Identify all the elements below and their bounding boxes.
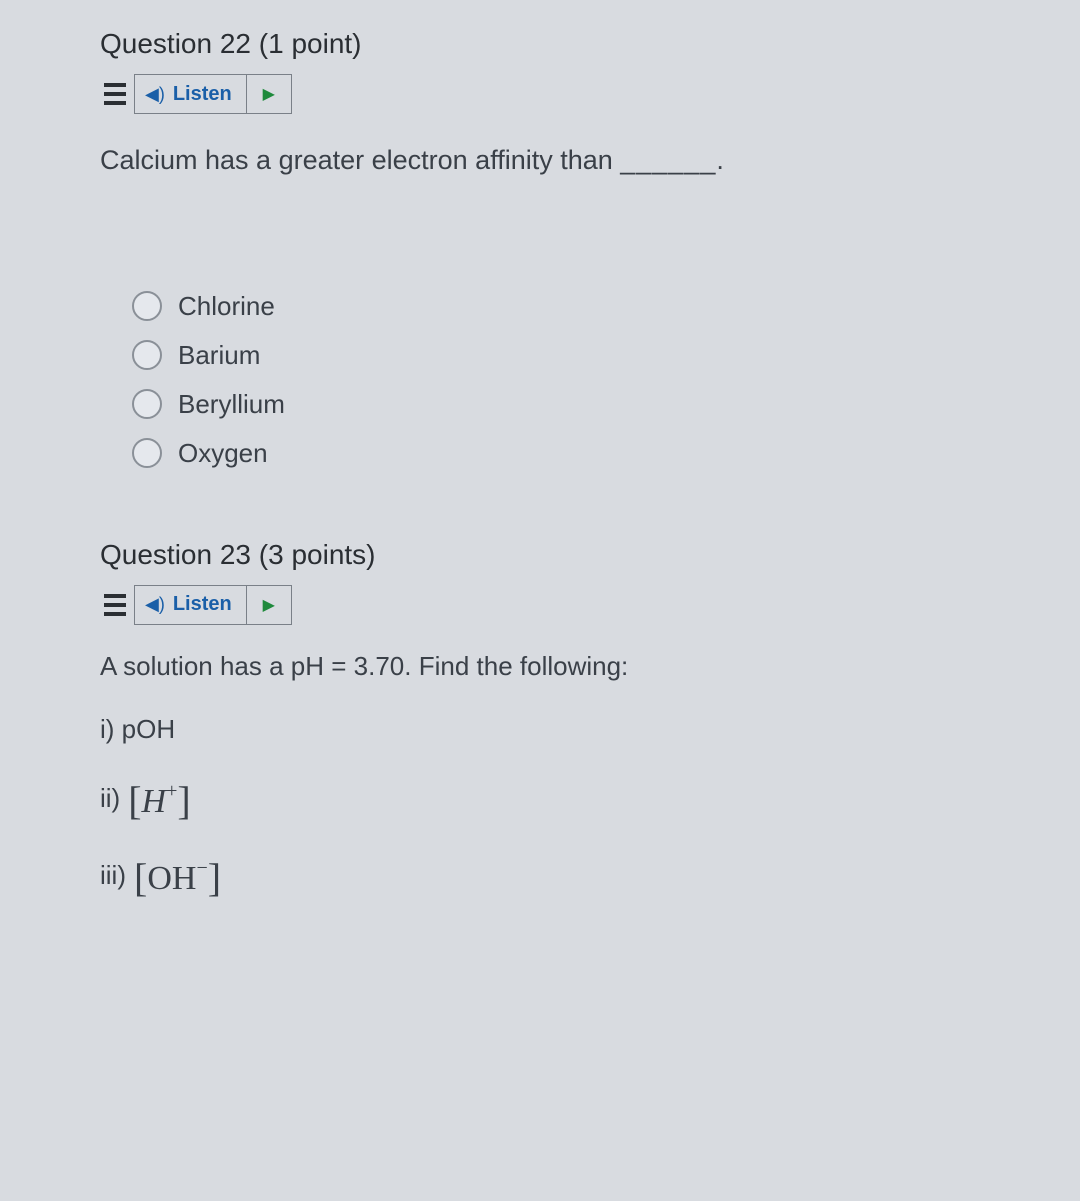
question-22-title: Question 22 (1 point) xyxy=(100,28,990,60)
option-label: Chlorine xyxy=(178,291,275,322)
subitem-i: i) pOH xyxy=(100,714,990,745)
blank: ______. xyxy=(620,145,725,175)
subitem-ii-prefix: ii) xyxy=(100,783,120,814)
formula-base: H xyxy=(142,783,167,820)
formula-base: OH xyxy=(147,860,196,897)
listen-button[interactable]: ◀) Listen xyxy=(135,75,247,113)
question-23: Question 23 (3 points) ◀) Listen ▶ A sol… xyxy=(100,539,990,899)
speaker-icon: ◀) xyxy=(145,594,165,615)
menu-icon[interactable] xyxy=(100,74,134,114)
question-22: Question 22 (1 point) ◀) Listen ▶ Calciu… xyxy=(100,28,990,469)
listen-toolbar: ◀) Listen ▶ xyxy=(100,74,990,114)
question-number: Question 23 xyxy=(100,539,251,570)
play-icon: ▶ xyxy=(263,84,275,104)
option-oxygen[interactable]: Oxygen xyxy=(132,438,990,469)
question-number: Question 22 xyxy=(100,28,251,59)
question-23-prompt: A solution has a pH = 3.70. Find the fol… xyxy=(100,651,990,682)
question-23-subitems: i) pOH ii) [H+] iii) [OH−] xyxy=(100,714,990,899)
radio-icon[interactable] xyxy=(132,340,162,370)
listen-label: Listen xyxy=(173,83,232,106)
subitem-ii-formula: [H+] xyxy=(128,775,191,822)
question-22-prompt: Calcium has a greater electron affinity … xyxy=(100,140,990,181)
listen-button[interactable]: ◀) Listen xyxy=(135,586,247,624)
listen-box: ◀) Listen ▶ xyxy=(134,585,292,625)
option-label: Barium xyxy=(178,340,260,371)
listen-box: ◀) Listen ▶ xyxy=(134,74,292,114)
subitem-ii: ii) [H+] xyxy=(100,775,990,822)
quiz-page: Question 22 (1 point) ◀) Listen ▶ Calciu… xyxy=(0,0,1080,899)
question-23-title: Question 23 (3 points) xyxy=(100,539,990,571)
subitem-i-label: i) pOH xyxy=(100,714,175,745)
question-22-options: Chlorine Barium Beryllium Oxygen xyxy=(100,291,990,469)
radio-icon[interactable] xyxy=(132,438,162,468)
subitem-iii: iii) [OH−] xyxy=(100,852,990,899)
speaker-icon: ◀) xyxy=(145,84,165,105)
option-barium[interactable]: Barium xyxy=(132,340,990,371)
listen-label: Listen xyxy=(173,593,232,616)
play-button[interactable]: ▶ xyxy=(247,586,291,624)
option-label: Oxygen xyxy=(178,438,268,469)
formula-sup: − xyxy=(196,857,207,879)
question-points: (1 point) xyxy=(259,28,362,59)
option-chlorine[interactable]: Chlorine xyxy=(132,291,990,322)
menu-icon[interactable] xyxy=(100,585,134,625)
play-button[interactable]: ▶ xyxy=(247,75,291,113)
prompt-text: Calcium has a greater electron affinity … xyxy=(100,145,613,175)
play-icon: ▶ xyxy=(263,595,275,615)
subitem-iii-formula: [OH−] xyxy=(134,852,221,899)
subitem-iii-prefix: iii) xyxy=(100,860,126,891)
listen-toolbar: ◀) Listen ▶ xyxy=(100,585,990,625)
radio-icon[interactable] xyxy=(132,291,162,321)
question-points: (3 points) xyxy=(259,539,376,570)
option-beryllium[interactable]: Beryllium xyxy=(132,389,990,420)
radio-icon[interactable] xyxy=(132,389,162,419)
formula-sup: + xyxy=(166,780,177,802)
option-label: Beryllium xyxy=(178,389,285,420)
